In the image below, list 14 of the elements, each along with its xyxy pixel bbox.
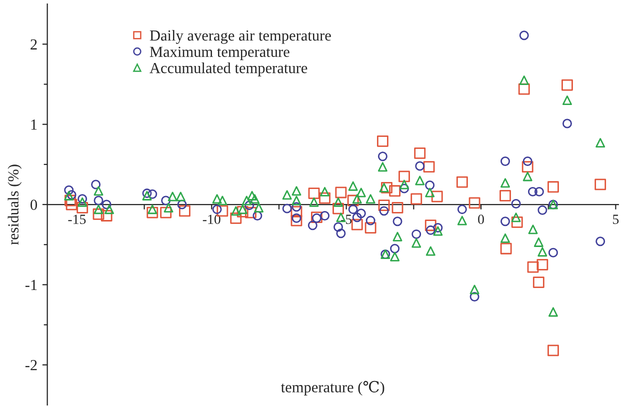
legend-label: Maximum temperature	[150, 46, 290, 60]
x-tick-label: 0	[478, 214, 484, 224]
y-tick-label: -2	[25, 360, 37, 370]
legend-label: Daily average air temperature	[150, 30, 331, 44]
y-tick-label: -1	[25, 280, 37, 290]
legend-label: Accumulated temperature	[150, 62, 308, 76]
y-axis-title: residuals (%)	[8, 164, 22, 245]
x-tick-label: -10	[202, 214, 220, 224]
x-tick-label: 5	[613, 214, 619, 224]
y-tick-label: 1	[31, 120, 37, 130]
x-axis-title: temperature (℃)	[280, 380, 384, 396]
y-tick-label: 2	[30, 39, 37, 50]
y-tick-label: 0	[30, 200, 38, 210]
x-tick-label: -15	[68, 214, 86, 224]
